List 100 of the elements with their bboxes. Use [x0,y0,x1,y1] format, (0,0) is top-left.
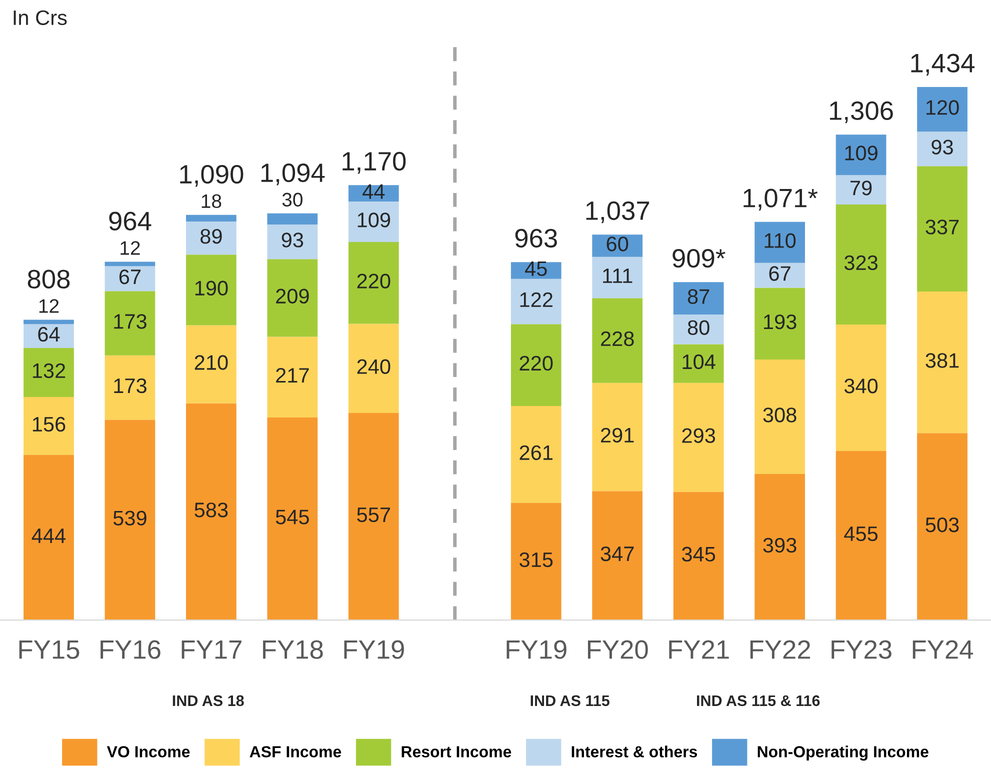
data-label: 45 [525,262,547,276]
bar [186,254,236,326]
text: IND AS 115 & 116 [697,695,820,706]
text: IND AS 18 [172,695,244,706]
data-label: 539 [113,510,146,526]
bar [754,222,805,263]
data-label: 455 [844,526,878,542]
bar [510,278,562,324]
x-tick-label: FY18 [263,640,323,659]
x-tick-label: FY22 [750,640,810,659]
data-label: 93 [932,140,953,154]
data-label: 557 [357,508,390,522]
bar [24,320,74,324]
total-label: 909* [672,248,726,268]
data-label: 109 [845,146,878,160]
data-label: 104 [682,354,716,370]
bar [24,455,74,620]
data-label: 347 [600,546,634,562]
bar [836,324,886,451]
total-label: 1,170 [342,152,406,174]
data-label: 545 [276,510,309,524]
data-label: 67 [769,266,790,281]
bar [754,359,805,474]
data-label: 64 [38,326,60,342]
data-label: 240 [357,359,390,374]
data-label: 291 [601,428,634,443]
data-label: 111 [603,268,632,283]
x-tick-label: FY21 [669,640,729,659]
data-label: 381 [926,353,959,368]
bar [754,288,805,360]
data-label: 503 [926,517,959,532]
total-label: 1,434 [911,54,975,76]
data-label: 228 [601,331,634,346]
data-label: 340 [844,378,878,394]
bar [186,222,236,255]
x-tick-label: FY16 [100,640,160,659]
bar [592,491,643,620]
bar [836,175,886,204]
bar [917,86,968,132]
data-label: 190 [195,280,228,296]
bar [917,433,968,620]
data-label: 261 [520,445,552,460]
data-label: 308 [763,408,796,422]
bar [917,166,968,292]
data-label: 12 [120,241,140,255]
legend-label: Non-Operating Income [758,746,928,761]
legend-label: VO Income [106,746,190,758]
data-label: 444 [32,528,66,543]
data-label: 18 [202,194,222,208]
bar [836,204,886,325]
bar [592,298,643,383]
bar [104,355,156,420]
x-tick-label: FY17 [182,640,242,659]
x-tick-label: FY15 [19,640,80,659]
bar [510,262,562,279]
data-label: 293 [682,428,716,443]
data-label: 30 [282,192,302,207]
x-tick-label: FY19 [344,640,404,659]
bar [186,403,236,620]
total-label: 1,037 [586,201,650,224]
bar [104,420,156,620]
bar [673,344,724,383]
bar [754,474,805,620]
bar [104,291,156,356]
data-label: 80 [688,320,710,335]
data-label: 44 [362,184,385,199]
bar [267,259,318,337]
bar [24,348,74,398]
bar [348,324,399,414]
data-label: 209 [276,288,309,304]
data-label: 12 [39,299,59,313]
data-label: 122 [520,292,552,307]
data-label: 173 [114,314,146,329]
data-label: 220 [357,274,390,288]
text: IND AS 115 [530,695,610,706]
bar [24,397,74,456]
data-label: 217 [276,368,309,383]
bar [673,282,724,315]
legend-label: Resort Income [402,746,512,758]
bar [348,242,399,324]
text: In Crs [14,10,67,26]
data-label: 220 [520,356,553,371]
data-label: 93 [282,232,304,248]
bar [510,324,562,406]
bar [836,134,886,176]
total-label: 964 [109,212,152,230]
data-label: 120 [926,100,959,115]
data-label: 89 [200,228,222,244]
bar [24,324,74,348]
bar [104,262,156,266]
data-label: 315 [520,552,553,568]
data-label: 210 [194,355,228,370]
data-label: 132 [32,363,66,378]
data-label: 193 [764,314,796,330]
data-label: 345 [682,546,716,562]
data-label: 79 [850,180,872,196]
bar [186,325,236,404]
data-label: 393 [763,538,796,553]
bar [267,336,318,418]
bar [673,492,724,620]
